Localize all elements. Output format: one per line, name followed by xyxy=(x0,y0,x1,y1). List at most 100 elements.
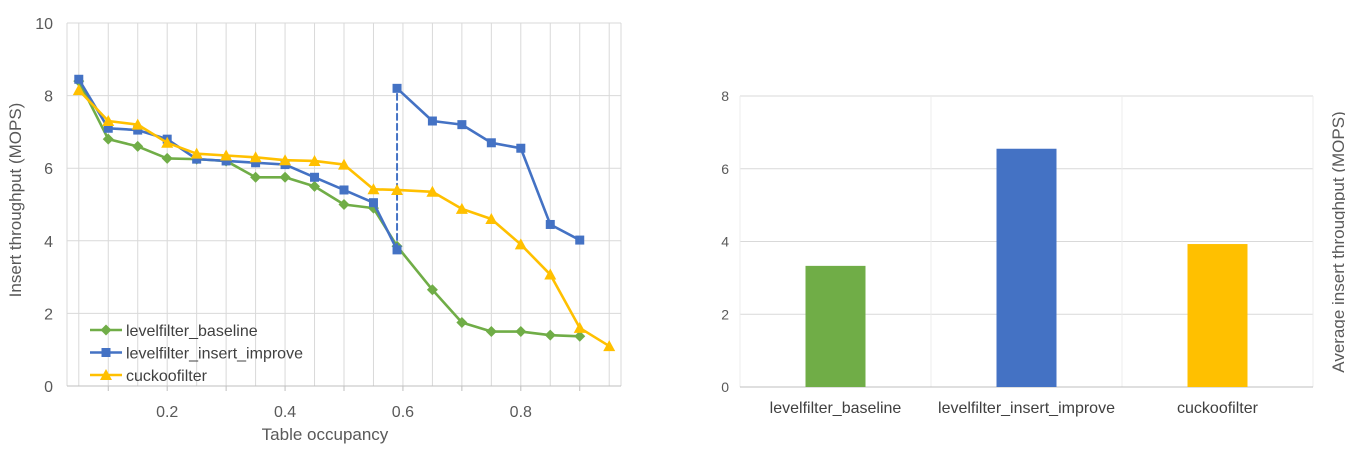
data-point xyxy=(133,125,143,135)
series-line-segment xyxy=(313,159,346,166)
series-line-segment xyxy=(313,175,346,192)
data-point xyxy=(457,120,467,130)
series-line-segment xyxy=(431,119,464,126)
bar-chart-ticks: 0 2 4 6 8 xyxy=(721,88,729,395)
data-point xyxy=(426,185,439,197)
legend: levelfilter_baseline levelfilter_insert_i… xyxy=(90,323,303,385)
series-line-segment xyxy=(548,223,582,242)
series-line-segment xyxy=(224,159,257,165)
legend-marker xyxy=(100,369,112,380)
series-line-segment xyxy=(224,154,257,159)
data-point xyxy=(250,171,262,183)
series-line-segment xyxy=(106,119,140,126)
data-point xyxy=(338,199,350,210)
data-point xyxy=(310,172,320,182)
series-line-segment xyxy=(106,126,140,132)
y-tick-label: 2 xyxy=(44,306,53,323)
series-line-segment xyxy=(165,141,198,155)
data-point xyxy=(161,152,173,164)
data-point xyxy=(603,340,616,352)
data-point xyxy=(249,151,262,163)
x-axis-title: Table occupancy xyxy=(262,425,389,444)
series-line-segment xyxy=(342,203,375,210)
legend-entry: levelfilter_insert_improve xyxy=(126,346,303,363)
series-line-segment xyxy=(519,243,552,276)
y-axis-title: Insert throughput (MOPS) xyxy=(6,103,25,298)
data-point xyxy=(515,326,527,338)
data-point xyxy=(221,156,231,166)
bar-y-axis-title: Average insert throughput (MOPS) xyxy=(1329,111,1345,372)
data-point xyxy=(190,147,203,159)
data-point xyxy=(161,136,174,148)
bar-chart: 0 2 4 6 8 Average insert throughput (MOPS) l… xyxy=(721,88,1345,417)
y-tick-label: 0 xyxy=(44,379,53,396)
data-point xyxy=(72,84,85,96)
data-point xyxy=(339,185,349,195)
bar-category-labels: levelfilter_baseline levelfilter_insert_i… xyxy=(770,400,1259,417)
series-line-segment xyxy=(283,158,316,163)
series-line-segment xyxy=(460,123,493,145)
x-tick-label: 0.8 xyxy=(510,404,532,421)
data-point xyxy=(220,149,233,161)
series-line-segment xyxy=(460,207,493,221)
series-line-segment xyxy=(431,288,464,324)
series-line-segment xyxy=(395,244,434,292)
y-tick-label: 4 xyxy=(721,234,729,250)
line-chart-ticks: 0 2 4 6 8 10 0.2 0.4 0.6 0.8 xyxy=(35,16,532,421)
data-point xyxy=(367,183,380,195)
series-line-segment xyxy=(283,175,316,188)
data-point xyxy=(308,154,321,166)
bar-cuckoofilter xyxy=(1187,244,1248,387)
data-point xyxy=(485,213,498,225)
data-point xyxy=(309,180,321,192)
data-point xyxy=(132,140,144,152)
legend-marker xyxy=(100,324,112,336)
y-tick-label: 6 xyxy=(44,161,53,178)
series-line-segment xyxy=(77,88,110,123)
series-line-segment xyxy=(460,321,493,333)
data-point xyxy=(575,235,585,245)
bar-levelfilter_insert_improve xyxy=(996,148,1057,387)
data-point xyxy=(456,316,468,328)
category-label: cuckoofilter xyxy=(1177,400,1259,417)
data-point xyxy=(279,171,291,183)
data-point xyxy=(102,133,114,145)
series-line-segment xyxy=(195,157,228,163)
series-line-segment xyxy=(519,330,552,337)
series-line-segment xyxy=(548,273,582,330)
data-point xyxy=(103,123,113,133)
data-point xyxy=(192,154,202,164)
category-label: levelfilter_baseline xyxy=(770,400,902,417)
series-line-segment xyxy=(136,145,169,160)
data-point xyxy=(514,238,527,250)
data-point xyxy=(131,118,144,130)
data-point xyxy=(574,330,586,342)
series-line-segment xyxy=(283,163,316,179)
data-point xyxy=(102,115,115,127)
data-point xyxy=(544,268,557,280)
category-label: levelfilter_insert_improve xyxy=(938,400,1115,417)
series-line-segment xyxy=(395,87,434,123)
y-tick-label: 2 xyxy=(721,306,729,322)
series-line-segment xyxy=(372,187,399,192)
data-point xyxy=(392,83,402,93)
series-line-segment xyxy=(106,137,140,148)
x-tick-label: 0.2 xyxy=(156,404,178,421)
legend-entry: cuckoofilter xyxy=(126,368,208,385)
series-line-segment xyxy=(395,188,434,194)
data-point xyxy=(544,329,556,341)
series-line-segment xyxy=(195,152,228,157)
data-point xyxy=(251,158,261,168)
series-line-segment xyxy=(224,159,257,179)
y-tick-label: 10 xyxy=(35,16,53,33)
series-levelfilter_baseline xyxy=(73,75,586,342)
series-cuckoofilter xyxy=(72,84,616,352)
bars xyxy=(805,148,1248,387)
series-line-segment xyxy=(313,185,346,206)
y-tick-label: 0 xyxy=(721,379,729,395)
data-point xyxy=(368,198,378,208)
data-point xyxy=(279,154,292,166)
data-point xyxy=(338,158,350,170)
line-chart: 0 2 4 6 8 10 0.2 0.4 0.6 0.8 Table occupancy Inse… xyxy=(6,16,622,444)
series-levelfilter_insert_improve xyxy=(74,74,585,255)
